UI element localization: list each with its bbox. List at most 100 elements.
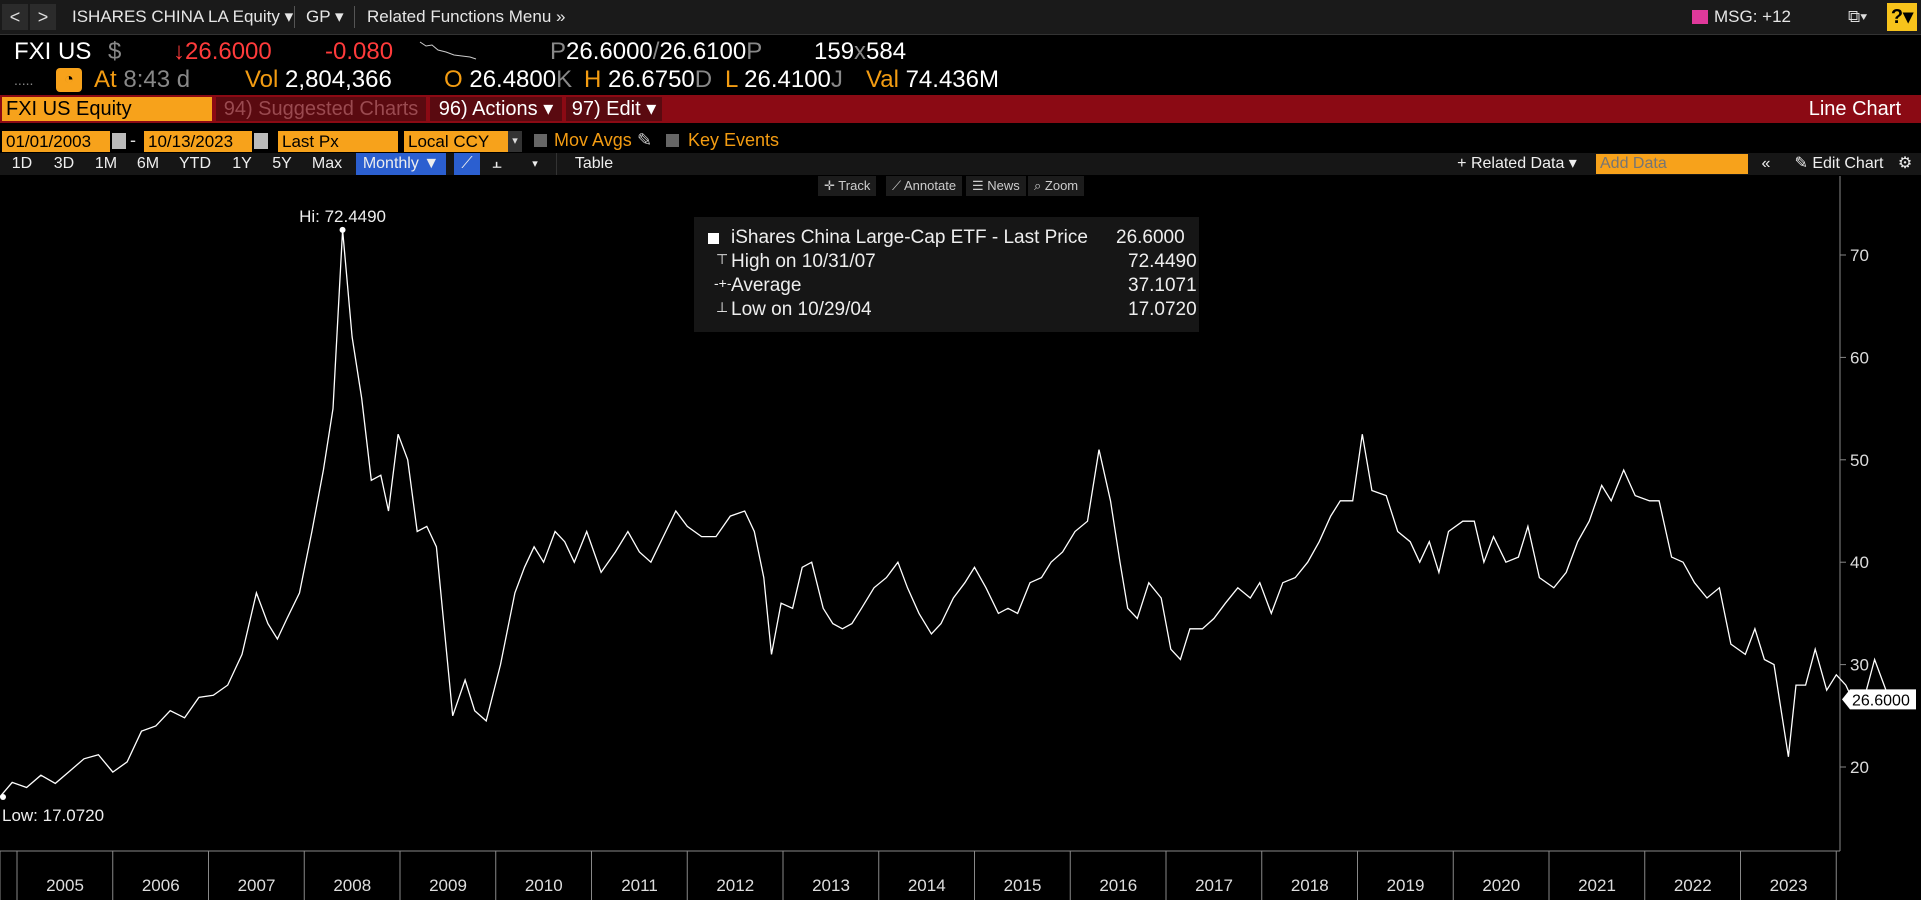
open-price: O 26.4800K <box>444 66 572 94</box>
x-tick-label: 2017 <box>1195 876 1233 895</box>
x-tick-label: 2014 <box>908 876 946 895</box>
x-tick-label: 2009 <box>429 876 467 895</box>
edit-label: 97) Edit <box>571 98 641 120</box>
period-5y[interactable]: 5Y <box>272 155 292 172</box>
security-menu[interactable]: ISHARES CHINA LA Equity ▾ <box>72 7 293 27</box>
bid-value: 26.6000 <box>566 38 653 65</box>
news-label: News <box>987 178 1020 193</box>
window-menu-icon[interactable]: ⧉▾ <box>1848 7 1868 26</box>
edit-chart-button[interactable]: ✎ Edit Chart <box>1784 153 1894 175</box>
related-data-label: Related Data <box>1470 155 1565 172</box>
price-field-select[interactable]: Last Px <box>278 131 398 152</box>
legend-low-value: 17.0720 <box>1128 299 1197 320</box>
calendar-icon[interactable] <box>254 133 268 149</box>
line-chart-icon[interactable]: ⟋ <box>454 153 480 175</box>
ask-suffix: P <box>746 38 763 65</box>
vol-value: 2,804,366 <box>285 66 392 93</box>
annotate-label: Annotate <box>904 178 957 193</box>
x-tick-label: 2012 <box>716 876 754 895</box>
actions-menu[interactable]: 96) Actions ▾ <box>430 97 562 121</box>
suggested-charts-button[interactable]: 94) Suggested Charts <box>216 97 426 121</box>
x-tick-label: 2005 <box>46 876 84 895</box>
gear-icon[interactable]: ⚙ <box>1897 155 1913 172</box>
end-date-field[interactable]: 10/13/2023 <box>144 131 252 152</box>
legend-title: iShares China Large-Cap ETF - Last Price <box>731 227 1088 248</box>
open-label: O <box>444 66 463 93</box>
legend-average-label: Average <box>731 275 802 296</box>
frequency-label: Monthly <box>362 155 419 172</box>
bar-chart-icon[interactable]: ⫠ <box>492 155 502 172</box>
low-annotation: Low: 17.0720 <box>2 806 104 825</box>
key-events-checkbox[interactable] <box>666 134 679 147</box>
series-swatch <box>708 233 719 244</box>
calendar-icon[interactable] <box>112 133 126 149</box>
high-annotation: Hi: 72.4490 <box>299 207 386 226</box>
price-series-line[interactable] <box>0 229 1897 798</box>
traded-value: Val 74.436M <box>866 66 999 94</box>
down-arrow-icon: ↓ <box>173 38 185 65</box>
ticker: FXI US <box>14 38 92 65</box>
zoom-label: Zoom <box>1044 178 1079 193</box>
chevron-down-icon: ▾ <box>543 98 554 120</box>
bid-size: 159 <box>814 38 855 65</box>
mov-avgs-checkbox[interactable] <box>534 134 547 147</box>
add-data-input[interactable] <box>1596 154 1748 174</box>
currency-symbol: $ <box>108 38 122 65</box>
table-button[interactable]: Table <box>556 153 631 175</box>
timer-icon[interactable]: ◔ <box>56 68 82 92</box>
related-data-menu[interactable]: + Related Data ▾ <box>1444 153 1590 175</box>
y-tick-label: 50 <box>1850 451 1869 470</box>
low-suffix: J <box>830 66 843 93</box>
frequency-select[interactable]: Monthly ▼ <box>356 153 446 175</box>
low-value: 26.4100 <box>744 66 831 93</box>
low-marker-icon: ⊥ <box>716 299 729 315</box>
y-tick-label: 70 <box>1850 246 1869 265</box>
currency-select[interactable]: Local CCY <box>404 131 520 152</box>
val-label: Val <box>866 66 899 93</box>
messages-count[interactable]: MSG: +12 <box>1714 7 1792 26</box>
crosshair-icon: ✛ <box>824 178 835 193</box>
help-button[interactable]: ?▾ <box>1887 3 1917 31</box>
x-tick-label: 2015 <box>1004 876 1042 895</box>
function-menu[interactable]: GP ▾ <box>306 7 344 27</box>
period-max[interactable]: Max <box>311 155 343 172</box>
val-value: 74.436M <box>905 66 999 93</box>
period-ytd[interactable]: YTD <box>179 155 211 172</box>
chevron-down-icon[interactable]: ▾ <box>532 158 538 170</box>
period-6m[interactable]: 6M <box>136 155 160 172</box>
related-functions-menu[interactable]: Related Functions Menu » <box>367 7 565 27</box>
period-1d[interactable]: 1D <box>11 155 33 172</box>
x-tick-label: 2022 <box>1674 876 1712 895</box>
back-button[interactable]: < <box>2 4 28 30</box>
period-1y[interactable]: 1Y <box>232 155 252 172</box>
price-chart[interactable]: 20 30 40 50 60 70 2005 2006 2007 2008 2009 2010 2011… <box>0 176 1921 900</box>
legend-low-label: Low on 10/29/04 <box>731 299 872 320</box>
forward-button[interactable]: > <box>30 4 56 30</box>
plus-icon: + <box>1457 155 1467 172</box>
x-tick-label: 2020 <box>1482 876 1520 895</box>
chevron-down-icon[interactable]: ▾ <box>508 131 522 152</box>
legend-title-value: 26.6000 <box>1116 227 1185 248</box>
track-tool[interactable]: ✛ Track <box>818 176 877 196</box>
annotate-tool[interactable]: ⟋ Annotate <box>886 176 963 196</box>
pencil-icon[interactable]: ✎ <box>637 130 653 150</box>
chart-legend <box>694 217 1199 332</box>
last-value-box <box>1842 689 1916 710</box>
y-tick-label: 20 <box>1850 758 1869 777</box>
news-tool[interactable]: ☰ News <box>966 176 1026 196</box>
edit-chart-label: Edit Chart <box>1812 155 1884 172</box>
start-date-field[interactable]: 01/01/2003 <box>2 131 110 152</box>
period-1m[interactable]: 1M <box>94 155 118 172</box>
vol-label: Vol <box>245 66 279 93</box>
period-3d[interactable]: 3D <box>53 155 75 172</box>
divider <box>294 6 295 28</box>
time-value: 8:43 <box>123 66 171 93</box>
sparkline-graphic <box>419 41 477 60</box>
high-value: 26.6750 <box>608 66 695 93</box>
y-tick-label: 40 <box>1850 553 1869 572</box>
collapse-icon[interactable]: « <box>1761 155 1771 172</box>
low-point-marker <box>0 794 6 801</box>
zoom-tool[interactable]: ⌕ Zoom <box>1028 176 1085 196</box>
security-field[interactable]: FXI US Equity <box>2 97 212 121</box>
edit-menu[interactable]: 97) Edit ▾ <box>566 97 662 121</box>
